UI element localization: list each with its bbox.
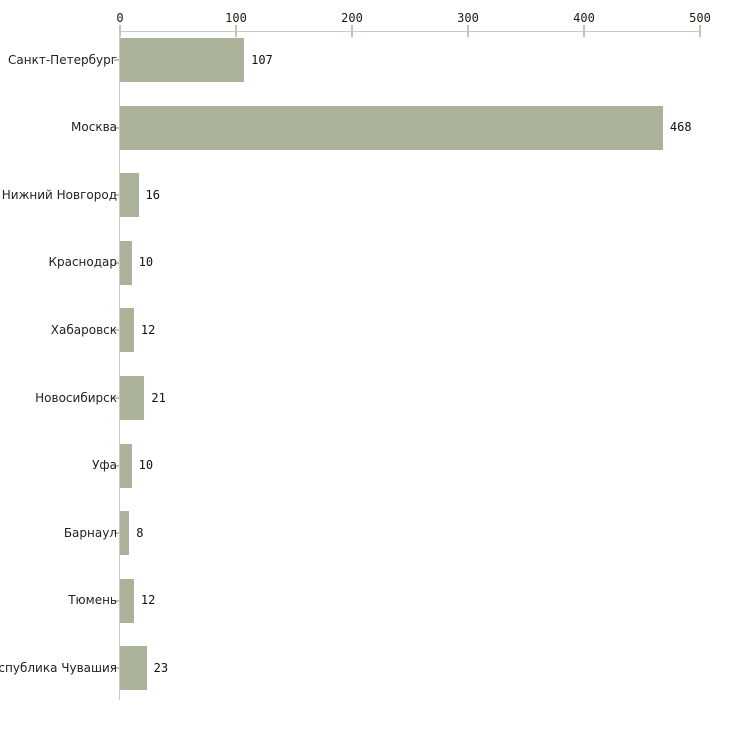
y-axis-tick (114, 532, 119, 535)
category-label: Хабаровск (50, 322, 117, 337)
category-label: Нижний Новгород (1, 187, 117, 202)
bar-10 (120, 646, 147, 691)
category-label: Тюмень (68, 593, 117, 608)
x-axis-tick-label: 500 (689, 11, 711, 25)
category-label: Барнаул (63, 525, 117, 540)
x-axis-line (119, 31, 700, 32)
x-axis-tick (119, 25, 121, 37)
category-label: Новосибирск (35, 390, 117, 405)
bar-9 (120, 578, 134, 623)
x-axis-tick-label: 200 (341, 11, 363, 25)
x-axis-tick (351, 25, 353, 37)
value-label: 12 (140, 593, 156, 608)
y-axis-tick (114, 397, 119, 399)
bar-5 (120, 308, 134, 353)
bar-1 (120, 38, 245, 82)
x-axis-tick-label: 100 (225, 11, 247, 25)
bar-4 (120, 240, 132, 285)
value-label: 10 (138, 255, 154, 270)
value-label: 16 (145, 187, 160, 202)
x-axis-tick-label: 0 (116, 11, 124, 25)
y-axis-tick (114, 261, 119, 264)
y-axis-tick (114, 194, 119, 197)
y-axis-tick (114, 126, 119, 129)
x-axis-tick (583, 25, 585, 37)
value-label: 21 (151, 390, 166, 405)
category-label: Республика Чувашия (0, 660, 117, 675)
x-axis-tick (467, 25, 469, 37)
value-label: 107 (251, 52, 273, 67)
bar-8 (120, 511, 130, 556)
category-label: Краснодар (48, 255, 117, 270)
value-label: 23 (153, 660, 169, 675)
category-label: Уфа (92, 458, 117, 473)
bar-6 (120, 376, 145, 420)
y-axis-tick (114, 59, 119, 61)
bar-2 (120, 105, 663, 150)
value-label: 468 (669, 120, 692, 135)
bar-7 (120, 443, 132, 488)
x-axis-tick-label: 400 (573, 11, 595, 25)
y-axis-tick (114, 599, 119, 602)
x-axis-tick (699, 25, 701, 37)
bar-3 (120, 173, 139, 218)
y-axis-tick (114, 329, 119, 332)
y-axis-tick (114, 464, 119, 467)
y-axis-line (119, 31, 120, 700)
x-axis-tick (235, 25, 237, 37)
value-label: 12 (140, 322, 156, 337)
value-label: 8 (136, 525, 144, 540)
value-label: 10 (138, 458, 154, 473)
category-label: Санкт-Петербург (8, 52, 117, 67)
category-label: Москва (71, 120, 117, 135)
y-axis-tick (114, 667, 119, 670)
x-axis-tick-label: 300 (457, 11, 479, 25)
